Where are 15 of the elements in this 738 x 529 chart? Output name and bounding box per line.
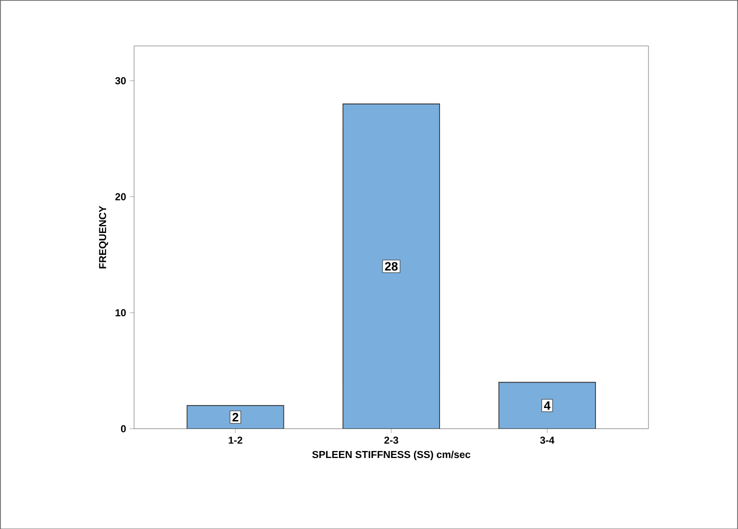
y-tick-label: 30 (115, 76, 126, 84)
data-label: 4 (544, 401, 550, 410)
bar (342, 103, 440, 429)
x-axis-title: SPLEEN STIFFNESS (SS) cm/sec (312, 450, 470, 460)
x-tick-label: 3-4 (540, 436, 554, 444)
y-tick-label: 20 (115, 192, 126, 200)
bar (186, 404, 284, 429)
y-axis-title: FREQUENCY (99, 206, 108, 268)
x-tick-label: 2-3 (384, 436, 398, 444)
data-label: 2 (232, 412, 238, 422)
data-label: 28 (384, 262, 398, 270)
y-tick-label: 10 (116, 308, 126, 316)
y-tick-label: 0 (120, 424, 126, 432)
bar (498, 382, 596, 429)
x-tick-label: 1-2 (228, 436, 242, 444)
